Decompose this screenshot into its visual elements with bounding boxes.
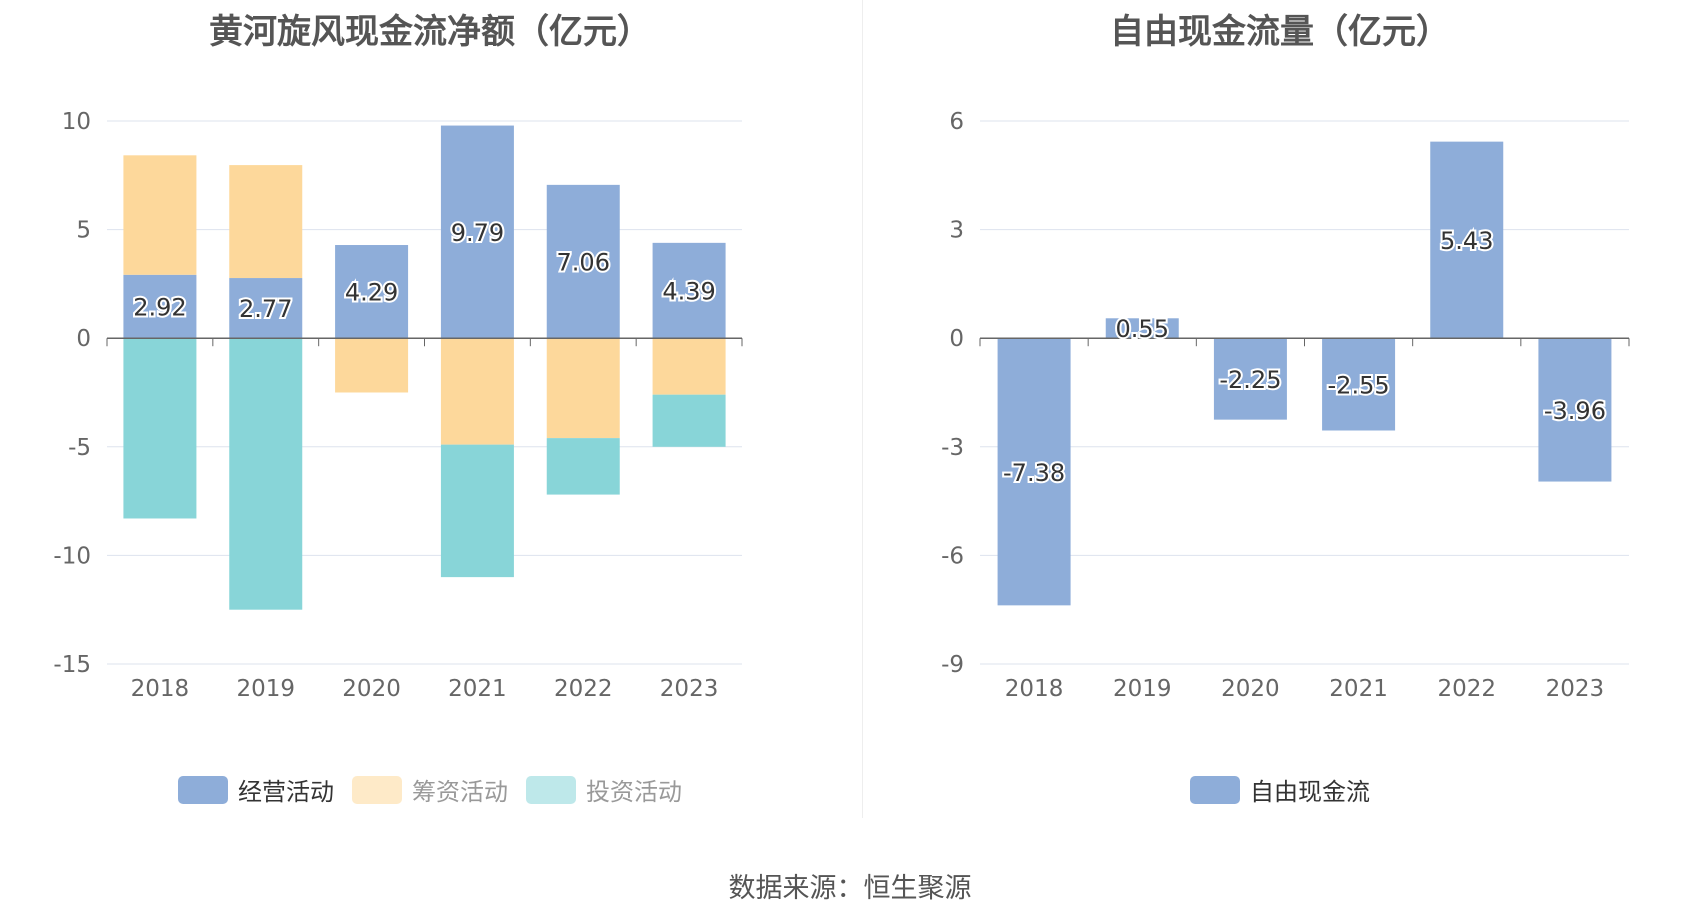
x-tick-label: 2023 [1546,676,1605,702]
legend-label: 筹资活动 [412,778,508,806]
bar [997,338,1071,606]
legend-label: 自由现金流 [1250,778,1370,806]
bar [440,338,514,445]
panel-divider [862,0,863,818]
legend-label: 投资活动 [586,778,682,806]
data-label: 4.29 [345,279,398,307]
y-tick-label: -9 [941,652,964,678]
y-tick-label: -6 [941,543,964,569]
bar [1430,141,1504,339]
x-tick-label: 2018 [1005,676,1064,702]
chart-title: 自由现金流量（亿元） [1110,12,1450,52]
y-tick-label: -10 [53,543,91,569]
bar [1213,338,1287,420]
chart-legend: 自由现金流 [860,772,1700,807]
legend-item[interactable]: 筹资活动 [352,772,508,807]
bar [652,394,726,447]
bar [652,338,726,395]
bar [335,245,409,339]
bar [440,444,514,578]
x-tick-label: 2018 [131,676,190,702]
cashflow-chart: 10 5 0 -5 -10 -15 2018 2019 2020 2021 2022 2023 2.92… [53,109,743,702]
data-label: -2.25 [1219,366,1281,394]
y-tick-label: 0 [76,326,91,352]
data-label: -2.55 [1328,371,1390,399]
y-tick-label: 6 [949,109,964,135]
x-tick-label: 2019 [1113,676,1172,702]
data-label: -7.38 [1003,459,1065,487]
data-label: 4.39 [662,278,715,306]
x-tick-label: 2020 [342,676,401,702]
legend-swatch [526,775,576,804]
legend-label: 经营活动 [238,778,334,806]
bar [546,438,620,495]
bar [440,125,514,339]
free-cashflow-chart-panel: 自由现金流量（亿元） 6 3 0 -3 -6 -9 2018 2019 2020 2021 2022… [860,0,1700,918]
x-tick-label: 2022 [1437,676,1496,702]
legend-item[interactable]: 投资活动 [526,772,682,807]
y-tick-label: 0 [949,326,964,352]
data-source-note: 数据来源：恒生聚源 [728,873,972,904]
legend-swatch [1190,775,1240,804]
bar [1538,338,1612,482]
free-cashflow-chart: 6 3 0 -3 -6 -9 2018 2019 2020 2021 2022 2023 -7.38 0.… [941,109,1630,702]
cashflow-chart-panel: 黄河旋风现金流净额（亿元） 10 5 0 -5 -10 -15 2018 2019 2020 20… [0,12,860,807]
data-label: 0.55 [1116,315,1169,343]
y-tick-label: 3 [949,218,964,244]
y-tick-label: -15 [53,652,91,678]
bar [1322,338,1396,431]
y-tick-label: -5 [68,435,91,461]
chart-title: 黄河旋风现金流净额（亿元） [209,12,651,52]
legend-item[interactable]: 经营活动 [178,772,334,807]
bar [546,338,620,439]
y-tick-label: -3 [941,435,964,461]
y-tick-label: 5 [76,218,91,244]
bar [335,338,409,393]
bar [229,278,303,339]
bar [123,338,197,519]
data-label: 7.06 [557,249,610,277]
legend-item[interactable]: 自由现金流 [1190,772,1370,807]
bar [546,184,620,339]
legend-swatch [352,775,402,804]
bar [229,338,303,610]
data-label: -3.96 [1544,397,1606,425]
data-label: 9.79 [451,219,504,247]
x-tick-label: 2023 [660,676,719,702]
chart-legend: 经营活动 筹资活动 投资活动 [0,772,860,807]
y-tick-label: 10 [62,109,91,135]
data-label: 5.43 [1440,227,1493,255]
bar [123,155,197,275]
x-tick-label: 2022 [554,676,613,702]
data-label: 2.92 [133,293,186,321]
bar [652,242,726,339]
x-tick-label: 2019 [236,676,295,702]
x-tick-label: 2021 [448,676,507,702]
legend-swatch [178,775,228,804]
bar [123,274,197,339]
x-tick-label: 2020 [1221,676,1280,702]
data-label: 2.77 [239,295,292,323]
x-tick-label: 2021 [1329,676,1388,702]
bar [1105,318,1179,339]
bar [229,165,303,279]
